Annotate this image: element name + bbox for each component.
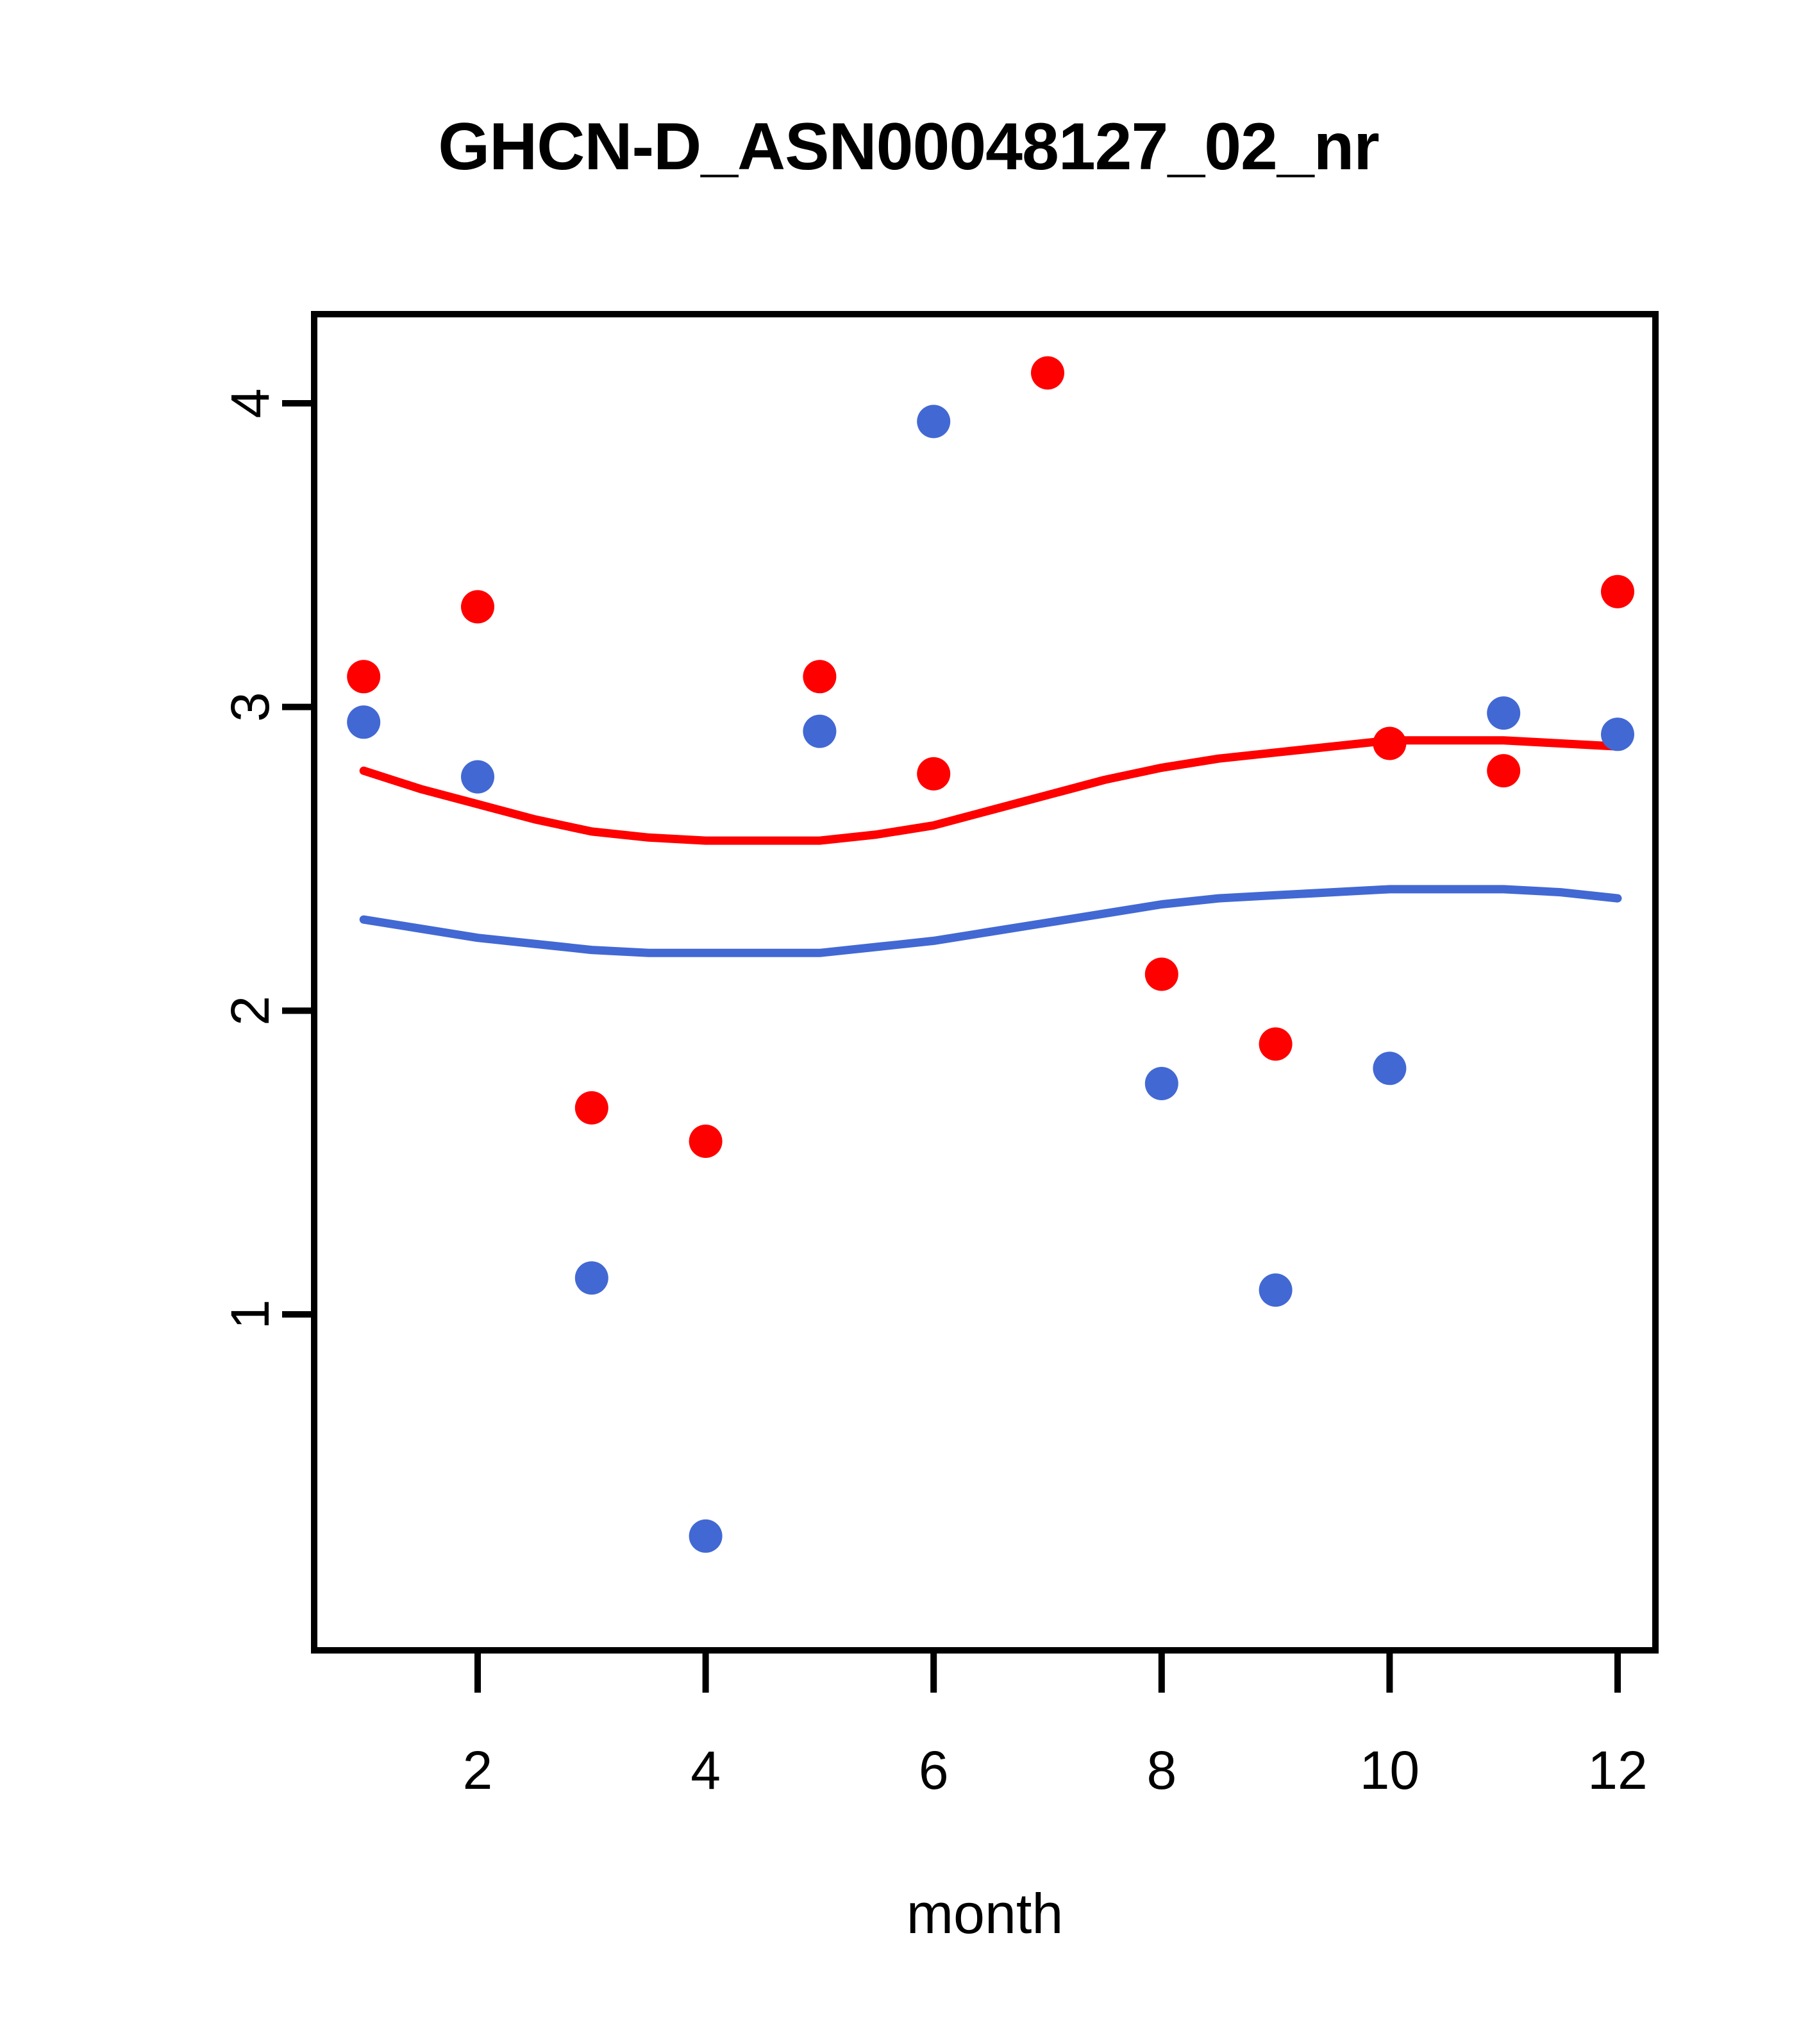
data-point (461, 760, 494, 794)
data-point (574, 1261, 608, 1295)
trend-line (359, 885, 1622, 957)
data-point (803, 714, 837, 748)
data-point (1373, 726, 1407, 760)
data-point (1259, 1273, 1293, 1307)
y-axis: 1 2 3 4 (220, 389, 314, 1330)
plot-frame (311, 311, 1659, 1654)
y-axis-tick-label: 4 (220, 389, 280, 419)
data-point (1373, 1051, 1407, 1085)
data-point (1144, 957, 1178, 991)
data-point (803, 660, 837, 694)
trend-line (359, 736, 1622, 845)
data-points (347, 356, 1634, 1553)
page-title: GHCN-D_ASN00048127_02_nr (438, 110, 1379, 184)
data-point (1144, 1067, 1178, 1100)
x-axis-label: month (907, 1882, 1064, 1945)
y-axis-tick-label: 1 (220, 1300, 280, 1330)
data-point (347, 705, 381, 739)
data-point (1259, 1027, 1293, 1061)
x-axis-tick-label: 8 (1146, 1740, 1176, 1800)
trend-curves (359, 736, 1622, 957)
x-axis-tick-label: 4 (691, 1740, 721, 1800)
data-point (347, 660, 381, 694)
data-point (689, 1125, 723, 1158)
data-point (574, 1091, 608, 1125)
data-point (1601, 574, 1634, 608)
data-point (917, 405, 951, 439)
x-axis-tick-label: 10 (1360, 1740, 1419, 1800)
y-axis-tick-label: 3 (220, 692, 280, 722)
data-point (1031, 356, 1064, 390)
data-point (1487, 754, 1521, 788)
data-point (461, 590, 494, 624)
x-axis-tick-label: 2 (463, 1740, 493, 1800)
x-axis-tick-label: 6 (919, 1740, 949, 1800)
x-axis: 2 4 6 8 10 12 (463, 1650, 1648, 1800)
data-point (1601, 717, 1634, 751)
data-point (1487, 696, 1521, 730)
data-point (917, 757, 951, 791)
y-axis-tick-label: 2 (220, 996, 280, 1026)
data-point (689, 1519, 723, 1553)
x-axis-tick-label: 12 (1587, 1740, 1647, 1800)
